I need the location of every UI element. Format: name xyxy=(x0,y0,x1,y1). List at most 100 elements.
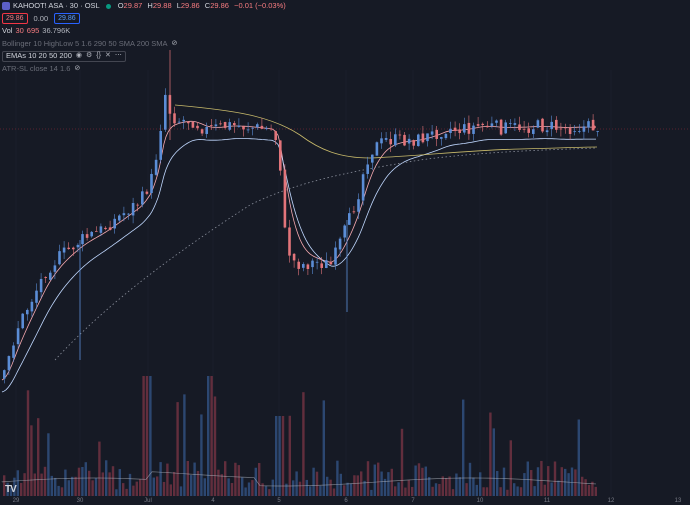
volume-bar xyxy=(540,460,543,496)
volume-bar xyxy=(125,488,128,496)
candle-body xyxy=(251,127,254,129)
source-code-icon[interactable]: {} xyxy=(96,52,101,60)
volume-bar xyxy=(98,441,101,496)
volume-bar xyxy=(20,482,23,496)
candle-body xyxy=(536,120,540,128)
volume-bar xyxy=(326,476,329,496)
volume-bar xyxy=(438,483,441,496)
volume-bar xyxy=(458,477,461,496)
volume-bar xyxy=(237,465,240,496)
volume-bar xyxy=(152,477,155,496)
volume-bar xyxy=(353,475,356,496)
candle-body xyxy=(509,123,512,124)
volume-bar xyxy=(441,476,444,496)
indicator-emas[interactable]: EMAs 10 20 50 200 ◉ ⚙ {} ✕ ⋯ xyxy=(2,50,289,63)
volume-bar xyxy=(302,392,305,496)
open-label: O xyxy=(117,1,124,11)
volume-bar xyxy=(77,467,81,496)
volume-bar xyxy=(360,471,363,496)
delete-icon[interactable]: ✕ xyxy=(104,52,111,60)
volume-bar xyxy=(115,489,118,496)
candle-body xyxy=(173,113,176,124)
volume-bar xyxy=(465,483,468,496)
candlesticks xyxy=(3,50,599,384)
candle-body xyxy=(348,213,351,225)
volume-bar xyxy=(67,480,70,496)
candle-body xyxy=(504,122,507,134)
candle-body xyxy=(191,121,195,128)
volume-bar xyxy=(591,481,594,496)
more-icon[interactable]: ⋯ xyxy=(114,52,122,60)
eye-off-icon[interactable]: ⊘ xyxy=(171,39,178,47)
x-tick: 5 xyxy=(277,498,281,504)
candle-body xyxy=(182,119,185,122)
candle-body xyxy=(35,290,38,303)
volume-bar xyxy=(530,470,533,496)
ema-20-line xyxy=(1,138,596,393)
volume-bar xyxy=(394,486,397,496)
volume-label: Vol xyxy=(2,26,13,36)
volume-bar xyxy=(251,480,254,496)
candle-body xyxy=(587,121,590,128)
candle-body xyxy=(398,134,402,136)
ohlc-readout: O29.87 H29.88 L29.86 C29.86 −0.01 (−0.03… xyxy=(118,0,289,12)
volume-bar xyxy=(166,463,169,496)
volume-bar xyxy=(523,473,526,496)
volume-bar xyxy=(278,416,281,496)
tradingview-logo-icon[interactable]: TV xyxy=(5,484,17,495)
volume-bar xyxy=(183,394,186,496)
buy-button[interactable]: 29.86 xyxy=(54,13,80,25)
volume-bar xyxy=(380,471,383,496)
candle-body xyxy=(141,191,144,205)
candle-body xyxy=(95,230,98,232)
candle-body xyxy=(564,127,567,129)
volume-ma xyxy=(1,471,597,487)
candle-body xyxy=(591,119,595,131)
volume-legend[interactable]: Vol 30 695 36.796K xyxy=(2,25,289,38)
x-tick: 11 xyxy=(543,498,551,504)
volume-bar xyxy=(455,473,458,496)
candle-body xyxy=(490,123,494,126)
volume-bar xyxy=(23,473,26,496)
volume-bar xyxy=(271,479,274,496)
eye-icon[interactable]: ◉ xyxy=(75,52,82,60)
volume-bar xyxy=(74,476,77,496)
x-tick: 30 xyxy=(76,498,84,504)
candle-body xyxy=(67,247,70,250)
indicator-bollinger[interactable]: Bollinger 10 HighLow 5 1.6 290 50 SMA 20… xyxy=(2,38,289,51)
candle-body xyxy=(430,131,434,135)
volume-bar xyxy=(587,485,591,496)
kahoot-logo-icon xyxy=(2,2,10,11)
time-axis[interactable]: 29 30 Jul 4 5 6 7 10 11 12 13 xyxy=(0,498,690,505)
settings-icon[interactable]: ⚙ xyxy=(86,52,93,60)
volume-bar xyxy=(145,376,149,496)
volume-bar xyxy=(227,478,230,496)
candle-body xyxy=(265,128,268,130)
candle-body xyxy=(49,272,52,280)
volume-bar xyxy=(207,376,210,496)
high-label: H xyxy=(147,1,153,11)
volume-bar xyxy=(519,487,523,496)
volume-bar xyxy=(428,477,431,496)
volume-bar xyxy=(366,461,370,496)
indicator-emas-tag[interactable]: EMAs 10 20 50 200 ◉ ⚙ {} ✕ ⋯ xyxy=(2,50,126,62)
volume-bar xyxy=(281,416,285,496)
candle-body xyxy=(228,122,231,130)
candle-body xyxy=(187,121,190,124)
volume-bar xyxy=(258,462,261,496)
volume-bar xyxy=(37,418,40,496)
candle-body xyxy=(279,140,282,171)
volume-bar xyxy=(553,461,557,496)
spread-value: 0.00 xyxy=(33,13,49,23)
candle-body xyxy=(256,124,259,128)
indicator-atr[interactable]: ATR-SL close 14 1.6 ⊘ xyxy=(2,63,289,76)
symbol-title[interactable]: KAHOOT! ASA · 30 · OSL xyxy=(13,1,100,11)
volume-bar xyxy=(213,396,217,496)
candle-body xyxy=(200,129,204,134)
candle-body xyxy=(113,218,116,229)
eye-off-icon[interactable]: ⊘ xyxy=(74,64,81,72)
volume-bar xyxy=(261,483,264,496)
volume-bar xyxy=(448,476,451,496)
sell-button[interactable]: 29.86 xyxy=(2,13,28,25)
